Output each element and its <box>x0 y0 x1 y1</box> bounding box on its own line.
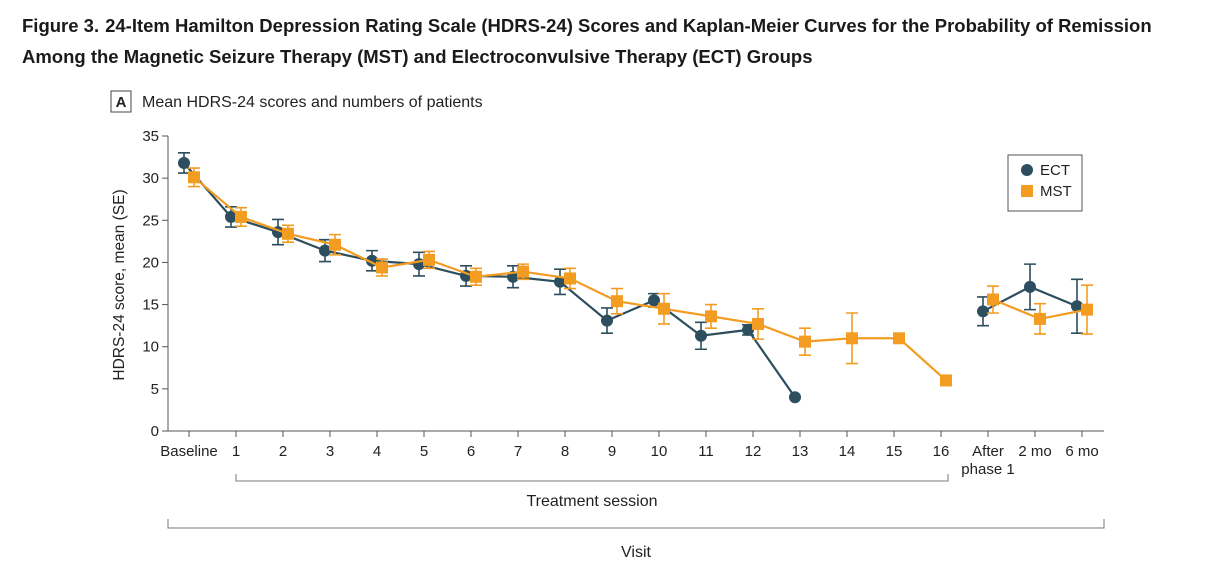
x-tick-label: 10 <box>651 443 668 460</box>
series-ect <box>178 152 1083 404</box>
y-tick-label: 20 <box>142 254 159 271</box>
data-point-mst <box>329 238 341 251</box>
data-point-mst <box>611 295 623 308</box>
panel-letter: A <box>116 94 127 111</box>
data-point-mst <box>282 227 294 240</box>
group-label: Treatment session <box>526 493 657 510</box>
x-tick-label: 3 <box>326 443 334 460</box>
x-tick-label: 1 <box>232 443 240 460</box>
data-point-ect <box>648 294 660 307</box>
data-point-ect <box>789 391 801 404</box>
x-tick-label: 8 <box>561 443 569 460</box>
x-tick-label: 12 <box>745 443 762 460</box>
legend-label-ect: ECT <box>1040 162 1070 179</box>
data-point-ect <box>554 275 566 288</box>
y-tick-label: 35 <box>142 128 159 145</box>
data-point-mst <box>564 272 576 285</box>
x-tick-label: 14 <box>839 443 856 460</box>
y-tick-label: 15 <box>142 297 159 314</box>
x-tick-label: 2 mo <box>1018 443 1051 460</box>
visit-bracket <box>167 519 1105 529</box>
y-tick-label: 25 <box>142 212 159 229</box>
data-point-mst <box>188 171 200 184</box>
x-tick-label: 13 <box>792 443 809 460</box>
data-point-mst <box>846 332 858 345</box>
panel-label: A <box>110 90 132 113</box>
data-point-mst <box>987 293 999 306</box>
x-tick-label: 6 mo <box>1065 443 1098 460</box>
data-point-ect <box>695 329 707 342</box>
data-point-mst <box>752 317 764 330</box>
data-point-mst <box>799 335 811 348</box>
group-bracket <box>235 474 949 482</box>
x-tick-label: 6 <box>467 443 475 460</box>
data-point-mst <box>893 332 905 345</box>
data-point-ect <box>977 305 989 318</box>
panel-label-box <box>110 90 132 113</box>
data-point-mst <box>376 261 388 274</box>
data-point-mst <box>517 265 529 278</box>
data-point-mst <box>1034 312 1046 325</box>
x-tick-label: 15 <box>886 443 903 460</box>
figure-title-text: 24-Item Hamilton Depression Rating Scale… <box>22 15 1152 67</box>
x-tick-label: 4 <box>373 443 381 460</box>
y-tick-label: 10 <box>142 339 159 356</box>
data-point-ect <box>601 314 613 327</box>
data-point-ect <box>225 210 237 223</box>
x-tick-label: 16 <box>933 443 950 460</box>
y-axis-label: HDRS-24 score, mean (SE) <box>111 189 128 380</box>
legend-box <box>1007 154 1083 212</box>
x-tick-label: 5 <box>420 443 428 460</box>
x-tick-label: 2 <box>279 443 287 460</box>
panel-title: Mean HDRS-24 scores and numbers of patie… <box>142 94 483 111</box>
x-tick-label: 7 <box>514 443 522 460</box>
data-point-ect <box>1024 280 1036 293</box>
series-line-ect <box>183 162 796 398</box>
data-point-mst <box>658 302 670 315</box>
data-point-ect <box>742 323 754 336</box>
figure-title: Figure 3. 24-Item Hamilton Depression Rat… <box>22 10 1202 72</box>
x-tick-label: 11 <box>698 443 714 460</box>
y-tick-label: 30 <box>142 170 159 187</box>
legend-label-mst: MST <box>1040 183 1072 200</box>
series-mst <box>188 167 1093 387</box>
data-point-mst <box>470 270 482 283</box>
legend-marker-mst <box>1021 185 1033 197</box>
x-axis-label: Visit <box>621 544 651 561</box>
figure-number: Figure 3. <box>22 15 100 36</box>
series-layer <box>178 152 1093 404</box>
data-point-mst <box>940 374 952 387</box>
data-point-mst <box>1081 303 1093 316</box>
y-tick-label: 0 <box>151 423 159 440</box>
legend-marker-ect <box>1021 164 1033 176</box>
legend: ECT MST <box>1007 154 1083 212</box>
data-point-mst <box>235 210 247 223</box>
x-tick-label: 9 <box>608 443 616 460</box>
x-tick-label: After phase 1 <box>961 443 1014 478</box>
y-tick-label: 5 <box>151 381 159 398</box>
x-tick-label: Baseline <box>160 443 218 460</box>
data-point-mst <box>705 310 717 323</box>
data-point-ect <box>178 156 190 169</box>
data-point-ect <box>319 244 331 257</box>
data-point-ect <box>1071 300 1083 313</box>
data-point-mst <box>423 253 435 266</box>
